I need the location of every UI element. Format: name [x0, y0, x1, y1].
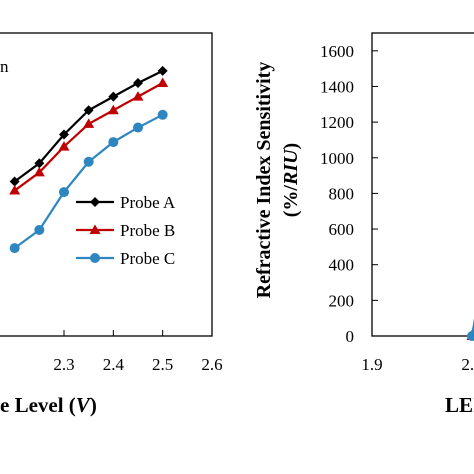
y-tick-label: 0 — [346, 327, 355, 346]
y-tick-label: 800 — [329, 184, 355, 203]
data-point — [83, 156, 94, 167]
legend-label: Probe B — [120, 221, 175, 240]
x-tick-label: 2.0 — [461, 355, 474, 374]
x-axis-label-text: e Level ( — [0, 393, 76, 417]
y-tick-label: 600 — [329, 220, 355, 239]
x-axis-label-var: V — [76, 393, 92, 417]
data-point — [34, 224, 45, 235]
data-point — [9, 185, 21, 195]
legend-label: Probe C — [120, 249, 175, 268]
right-x-axis-label: LEI — [445, 393, 474, 417]
y-tick-label: 400 — [329, 256, 355, 275]
x-axis-label-close: ) — [90, 393, 97, 417]
x-tick-label: 2.5 — [152, 355, 173, 374]
y-axis-unit-var: RIU — [280, 148, 302, 186]
data-point — [157, 65, 168, 76]
data-point — [133, 77, 143, 88]
left-plot-area — [0, 32, 213, 337]
data-point — [59, 129, 69, 140]
x-tick-label: 2.6 — [201, 355, 222, 374]
data-point — [83, 118, 95, 128]
data-point — [83, 105, 94, 116]
data-point — [157, 109, 168, 120]
data-point — [59, 187, 69, 198]
data-point — [108, 91, 119, 102]
x-tick-label: 1.9 — [361, 355, 382, 374]
right-chart: Refractive Index Sensitivity (%/RIU) 0 20… — [253, 32, 474, 417]
y-axis-unit-open: (%/ — [280, 185, 302, 218]
x-tick-label: 2.4 — [103, 355, 125, 374]
y-axis-unit-close: ) — [280, 143, 302, 150]
data-point — [34, 158, 45, 169]
y-axis-unit: (%/RIU) — [280, 143, 302, 217]
data-point — [107, 104, 119, 115]
y-tick-label: 1600 — [320, 42, 354, 61]
legend-marker — [90, 253, 100, 263]
x-tick-label: 2.3 — [53, 355, 74, 374]
data-point — [157, 77, 169, 87]
y-tick-label: 1400 — [320, 77, 354, 96]
data-point — [108, 137, 119, 148]
y-tick-label: 1200 — [320, 113, 354, 132]
data-point — [133, 122, 143, 133]
y-tick-label: 200 — [329, 291, 355, 310]
y-tick-label: 1000 — [320, 149, 354, 168]
data-point — [58, 141, 70, 151]
data-point — [132, 91, 144, 101]
legend-marker — [89, 224, 101, 234]
data-point — [9, 176, 20, 187]
left-chart: n 2.3 2.4 2.5 2.6 Probe A Probe B Probe C e L… — [0, 32, 223, 417]
right-plot-area — [371, 32, 474, 337]
left-partial-text: n — [0, 57, 9, 76]
legend-marker — [90, 197, 100, 207]
legend-label: Probe A — [120, 193, 176, 212]
x-axis-label: e Level (V) — [0, 393, 97, 417]
y-axis-label: Refractive Index Sensitivity — [253, 62, 275, 299]
legend: Probe A Probe B Probe C — [76, 193, 176, 268]
data-point — [467, 331, 474, 341]
data-point — [9, 243, 20, 254]
data-point — [33, 166, 45, 177]
